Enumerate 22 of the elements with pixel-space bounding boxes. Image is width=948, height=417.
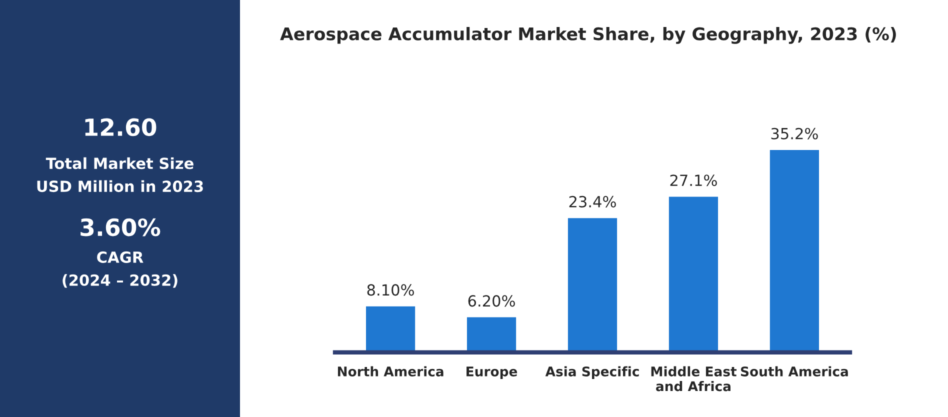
text: 3.60% (80, 218, 160, 236)
text: USD Million in 2023 (37, 180, 203, 192)
bar (768, 148, 820, 352)
chart-title: Aerospace Accumulator Market Share, by Geography, 2023 (%) (280, 26, 896, 44)
x-tick-label: Europe (466, 366, 518, 380)
bar (566, 216, 618, 352)
x-tick-label: North America (338, 366, 444, 376)
text: CAGR (97, 251, 144, 263)
x-tick-label: South America (740, 366, 848, 376)
x-tick-label: Asia Specific (545, 366, 639, 380)
data-label: 8.10% (367, 284, 414, 296)
data-label: 35.2% (771, 128, 818, 140)
text: 12.60 (85, 118, 156, 136)
bar (364, 304, 416, 352)
data-label: 6.20% (468, 295, 515, 307)
text: Total Market Size (46, 157, 194, 170)
bar (668, 195, 720, 352)
x-tick-label: Middle East and Africa (651, 366, 737, 392)
data-label: 23.4% (569, 196, 616, 208)
text: (2024 – 2032) (62, 274, 178, 288)
data-label: 27.1% (670, 174, 717, 186)
bar (466, 316, 518, 352)
